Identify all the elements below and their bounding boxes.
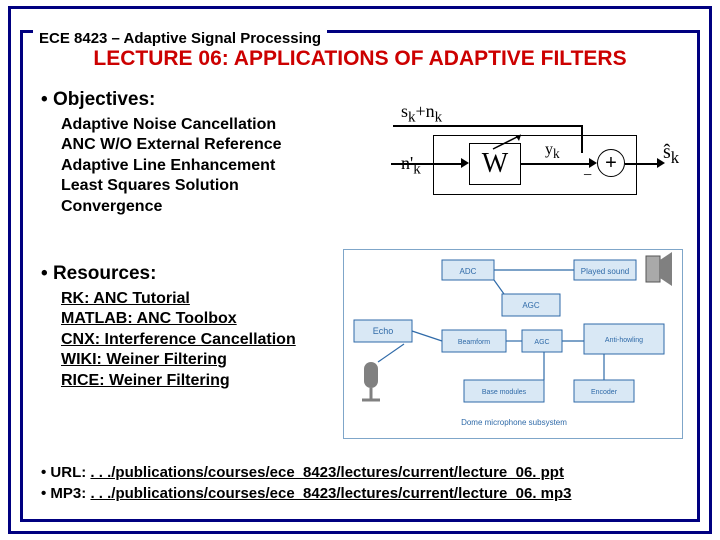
- anc-system-diagram: ADC Played sound AGC Echo Beamform AGC A…: [343, 249, 683, 439]
- block-text: AGC: [522, 301, 540, 310]
- y-label: yk: [545, 141, 560, 162]
- block-text: Echo: [373, 326, 394, 336]
- block-text: AGC: [534, 339, 549, 346]
- content-area: Objectives: Adaptive Noise Cancellation …: [41, 89, 679, 505]
- adapt-arrow-icon: [491, 133, 531, 153]
- output-line: [625, 163, 659, 165]
- resources-block: Resources: RK: ANC Tutorial MATLAB: ANC …: [41, 263, 351, 391]
- mp3-row: MP3: . . ./publications/courses/ece_8423…: [41, 483, 679, 505]
- block-text: Dome microphone subsystem: [461, 418, 567, 427]
- input-arrow-head: [461, 158, 469, 168]
- signal-plus-noise-label: sk+nk: [401, 101, 442, 127]
- shat-label: ŝk: [663, 141, 679, 168]
- resource-link[interactable]: WIKI: Weiner Filtering: [61, 351, 227, 368]
- course-header: ECE 8423 – Adaptive Signal Processing: [33, 30, 327, 48]
- minus-label: −: [583, 167, 592, 185]
- mp3-label: MP3:: [50, 485, 86, 502]
- url-label: URL:: [50, 464, 86, 481]
- input-arrow-line: [391, 163, 463, 165]
- block-text: Encoder: [591, 389, 618, 396]
- resource-link[interactable]: RK: ANC Tutorial: [61, 290, 190, 307]
- block-text: ADC: [460, 267, 477, 276]
- block-text: Base modules: [482, 389, 527, 396]
- block-text: Beamform: [458, 339, 490, 346]
- reference-noise-label: n'k: [401, 153, 421, 179]
- resources-heading: Resources:: [41, 263, 351, 285]
- url-row: URL: . . ./publications/courses/ece_8423…: [41, 462, 679, 484]
- mp3-link[interactable]: . . ./publications/courses/ece_8423/lect…: [90, 485, 571, 502]
- plus-label: +: [605, 152, 617, 174]
- url-link[interactable]: . . ./publications/courses/ece_8423/lect…: [90, 464, 564, 481]
- anc-system-svg: ADC Played sound AGC Echo Beamform AGC A…: [344, 250, 682, 438]
- resources-list: RK: ANC Tutorial MATLAB: ANC Toolbox CNX…: [61, 289, 351, 391]
- y-line: [521, 163, 591, 165]
- resource-link[interactable]: CNX: Interference Cancellation: [61, 331, 296, 348]
- speaker-icon: [646, 252, 672, 286]
- summing-junction: +: [597, 149, 625, 177]
- slide-root: ECE 8423 – Adaptive Signal Processing LE…: [0, 0, 720, 540]
- lecture-title: LECTURE 06: APPLICATIONS OF ADAPTIVE FIL…: [23, 47, 697, 71]
- footer-links: URL: . . ./publications/courses/ece_8423…: [41, 462, 679, 506]
- microphone-icon: [362, 362, 380, 400]
- top-line: [393, 125, 583, 127]
- anc-block-diagram: sk+nk n'k W: [373, 101, 683, 221]
- resource-link[interactable]: MATLAB: ANC Toolbox: [61, 310, 237, 327]
- resource-link[interactable]: RICE: Weiner Filtering: [61, 372, 230, 389]
- block-text: Played sound: [581, 267, 629, 276]
- inner-border: ECE 8423 – Adaptive Signal Processing LE…: [20, 30, 700, 522]
- block-text: Anti-howling: [605, 337, 643, 344]
